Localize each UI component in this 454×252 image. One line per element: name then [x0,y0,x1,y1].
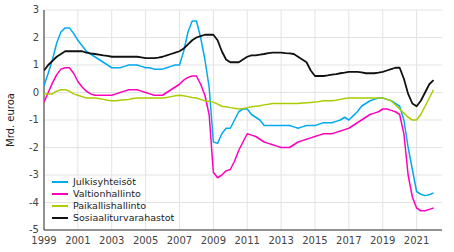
legend-swatch [52,181,68,183]
x-tick-label: 2003 [99,235,124,246]
x-grid-line [314,10,315,230]
x-tick-label: 2021 [404,235,429,246]
legend-label: Paikallishallinto [73,200,146,211]
x-tick-label: 2001 [65,235,90,246]
legend-label: Julkisyhteisöt [72,176,136,187]
y-tick-label: -5 [29,224,39,235]
legend-label: Valtionhallinto [73,188,141,199]
y-axis-line [44,10,45,230]
plot-area [44,21,434,211]
y-tick-label: -1 [29,114,39,125]
y-tick-label: -4 [29,197,39,208]
legend-swatch [52,193,68,195]
x-grid-line [179,10,180,230]
series-line [44,21,434,196]
x-grid-line [145,10,146,230]
y-tick-label: 0 [33,87,39,98]
series-line [44,35,434,107]
x-tick-label: 2015 [302,235,327,246]
y-tick-label: 2 [33,32,39,43]
x-grid-line [44,10,45,230]
y-tick-label: 1 [33,59,39,70]
legend-label: Sosiaaliturvarahastot [73,212,175,223]
x-tick-label: 2019 [370,235,395,246]
x-axis-line [44,230,442,231]
x-tick-label: 2007 [167,235,192,246]
x-tick-label: 1999 [31,235,56,246]
legend-swatch [52,205,68,207]
x-tick-label: 2013 [268,235,293,246]
x-tick-label: 2011 [235,235,260,246]
y-tick-label: -3 [29,169,39,180]
y-axis-label: Mrd. euroa [5,93,16,147]
x-grid-line [281,10,282,230]
grid [44,10,442,230]
legend: JulkisyhteisötValtionhallintoPaikallisha… [52,176,175,223]
y-tick-label: 3 [33,4,39,15]
x-tick-label: 2017 [336,235,361,246]
series-line [44,68,434,211]
legend-swatch [52,217,68,219]
chart-svg: -5 -4 -3 -2 -1 0 1 2 3 1999 2001 2003 2005 2007 2009 20… [0,0,454,252]
x-grid-line [213,10,214,230]
chart-container: -5 -4 -3 -2 -1 0 1 2 3 1999 2001 2003 2005 2007 2009 20… [0,0,454,252]
y-tick-label: -2 [29,142,39,153]
series-line [44,90,434,120]
x-grid-line [382,10,383,230]
x-tick-label: 2009 [201,235,226,246]
y-grid-line [44,230,442,231]
x-tick-label: 2005 [133,235,158,246]
x-grid-line [247,10,248,230]
